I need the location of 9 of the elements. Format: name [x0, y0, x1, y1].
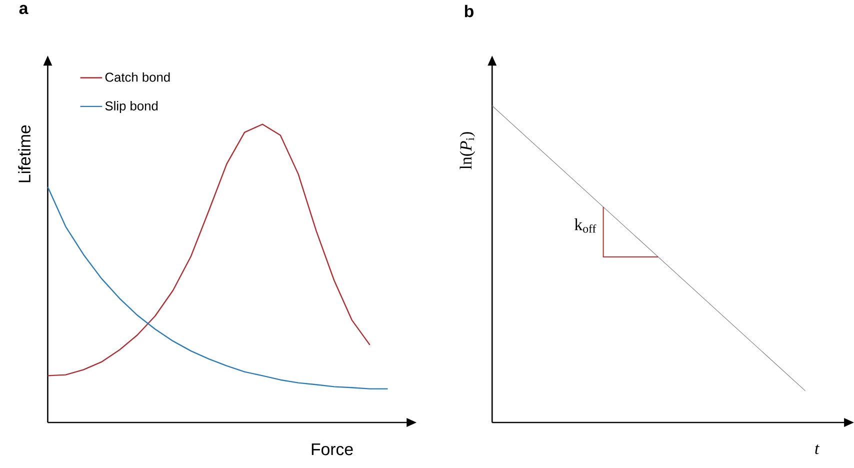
chart-title: b	[464, 4, 474, 18]
legend-label: Catch bond	[105, 72, 170, 82]
y-axis-title: Lifetime	[18, 125, 31, 182]
x-axis-title: Force	[312, 443, 353, 456]
annotation: k$_{off}$	[574, 218, 596, 233]
y-axis-title: ln(P$_{i}$)	[460, 132, 476, 170]
chart-title: a	[19, 4, 28, 14]
x-axis-title: t	[815, 444, 820, 454]
legend-label: Slip bond	[105, 100, 158, 113]
